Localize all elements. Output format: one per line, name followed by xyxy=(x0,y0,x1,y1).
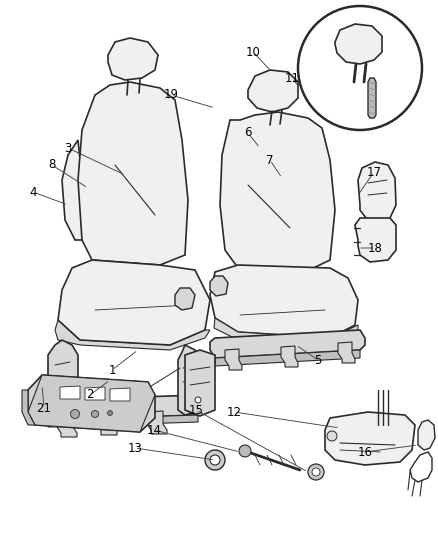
Polygon shape xyxy=(185,350,215,416)
Polygon shape xyxy=(178,345,200,415)
Polygon shape xyxy=(281,346,298,367)
Polygon shape xyxy=(248,70,298,112)
Text: 12: 12 xyxy=(226,406,241,418)
Circle shape xyxy=(205,450,225,470)
Text: 3: 3 xyxy=(64,141,72,155)
Circle shape xyxy=(308,464,324,480)
Polygon shape xyxy=(418,420,435,450)
Text: 4: 4 xyxy=(29,185,37,198)
Polygon shape xyxy=(57,414,77,437)
Polygon shape xyxy=(325,412,415,465)
Text: 13: 13 xyxy=(127,441,142,455)
Polygon shape xyxy=(355,218,396,262)
Circle shape xyxy=(239,445,251,457)
Text: 6: 6 xyxy=(244,126,252,140)
Circle shape xyxy=(327,431,337,441)
Text: 15: 15 xyxy=(189,403,203,416)
Text: 18: 18 xyxy=(367,241,382,254)
Polygon shape xyxy=(214,318,358,345)
Polygon shape xyxy=(110,388,130,401)
Text: 1: 1 xyxy=(108,364,116,376)
Polygon shape xyxy=(147,411,167,434)
Polygon shape xyxy=(108,38,158,80)
Circle shape xyxy=(298,6,422,130)
Text: 10: 10 xyxy=(246,45,261,59)
Polygon shape xyxy=(48,340,78,408)
Text: 2: 2 xyxy=(86,389,94,401)
Circle shape xyxy=(195,397,201,403)
Polygon shape xyxy=(210,330,365,358)
Text: 11: 11 xyxy=(285,71,300,85)
Text: 16: 16 xyxy=(357,446,372,458)
Circle shape xyxy=(210,455,220,465)
Polygon shape xyxy=(338,342,355,363)
Circle shape xyxy=(57,390,63,396)
Polygon shape xyxy=(62,140,82,240)
Polygon shape xyxy=(22,390,35,425)
Polygon shape xyxy=(97,412,117,435)
Polygon shape xyxy=(28,375,155,432)
Circle shape xyxy=(185,393,191,399)
Text: 21: 21 xyxy=(36,401,52,415)
Text: 8: 8 xyxy=(48,158,56,172)
Circle shape xyxy=(312,468,320,476)
Polygon shape xyxy=(85,387,105,400)
Polygon shape xyxy=(42,395,205,420)
Polygon shape xyxy=(215,350,360,366)
Text: 14: 14 xyxy=(146,424,162,437)
Circle shape xyxy=(71,409,80,418)
Polygon shape xyxy=(220,112,335,272)
Polygon shape xyxy=(55,320,210,350)
Polygon shape xyxy=(210,265,358,338)
Polygon shape xyxy=(368,78,376,118)
Text: 5: 5 xyxy=(314,353,321,367)
Polygon shape xyxy=(175,288,195,310)
Polygon shape xyxy=(225,349,242,370)
Polygon shape xyxy=(335,24,382,64)
Polygon shape xyxy=(58,260,210,345)
Text: 17: 17 xyxy=(367,166,381,179)
Polygon shape xyxy=(48,415,198,427)
Polygon shape xyxy=(28,375,155,432)
Polygon shape xyxy=(210,276,228,296)
Circle shape xyxy=(107,410,113,416)
Text: 7: 7 xyxy=(266,154,274,166)
Circle shape xyxy=(92,410,99,417)
Polygon shape xyxy=(78,82,188,265)
Text: 19: 19 xyxy=(163,88,179,101)
Polygon shape xyxy=(60,386,80,399)
Polygon shape xyxy=(358,162,396,222)
